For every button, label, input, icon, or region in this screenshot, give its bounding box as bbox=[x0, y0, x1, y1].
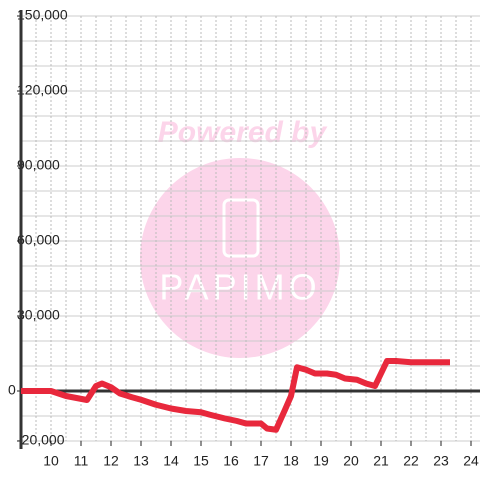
watermark-logo: PAPIMO bbox=[159, 267, 320, 308]
x-tick-label: 24 bbox=[463, 453, 479, 469]
x-tick-label: 18 bbox=[283, 453, 299, 469]
y-tick-label: 90,000 bbox=[17, 157, 60, 173]
x-tick-label: 17 bbox=[253, 453, 269, 469]
x-tick-label: 11 bbox=[74, 453, 89, 469]
x-tick-label: 12 bbox=[103, 453, 119, 469]
x-tick-label: 10 bbox=[43, 453, 59, 469]
y-tick-label: 60,000 bbox=[17, 232, 60, 248]
watermark-text: Powered by bbox=[158, 116, 328, 149]
line-series bbox=[21, 358, 450, 433]
x-tick-label: 14 bbox=[163, 453, 179, 469]
x-tick-label: 23 bbox=[433, 453, 449, 469]
watermark-circle bbox=[140, 158, 340, 358]
x-tick-label: 20 bbox=[343, 453, 359, 469]
y-tick-label: 120,000 bbox=[17, 82, 68, 98]
x-tick-label: 13 bbox=[133, 453, 149, 469]
x-tick-label: 19 bbox=[313, 453, 329, 469]
x-tick-label: 16 bbox=[223, 453, 239, 469]
y-tick-label: 150,000 bbox=[17, 7, 68, 23]
y-tick-label: 30,000 bbox=[17, 307, 60, 323]
x-tick-label: 15 bbox=[193, 453, 209, 469]
y-tick-label: 0 bbox=[8, 382, 16, 398]
x-tick-label: 21 bbox=[373, 453, 389, 469]
x-tick-label: 22 bbox=[403, 453, 419, 469]
watermark-phone bbox=[222, 198, 260, 258]
y-tick-label: -20,000 bbox=[17, 432, 65, 448]
